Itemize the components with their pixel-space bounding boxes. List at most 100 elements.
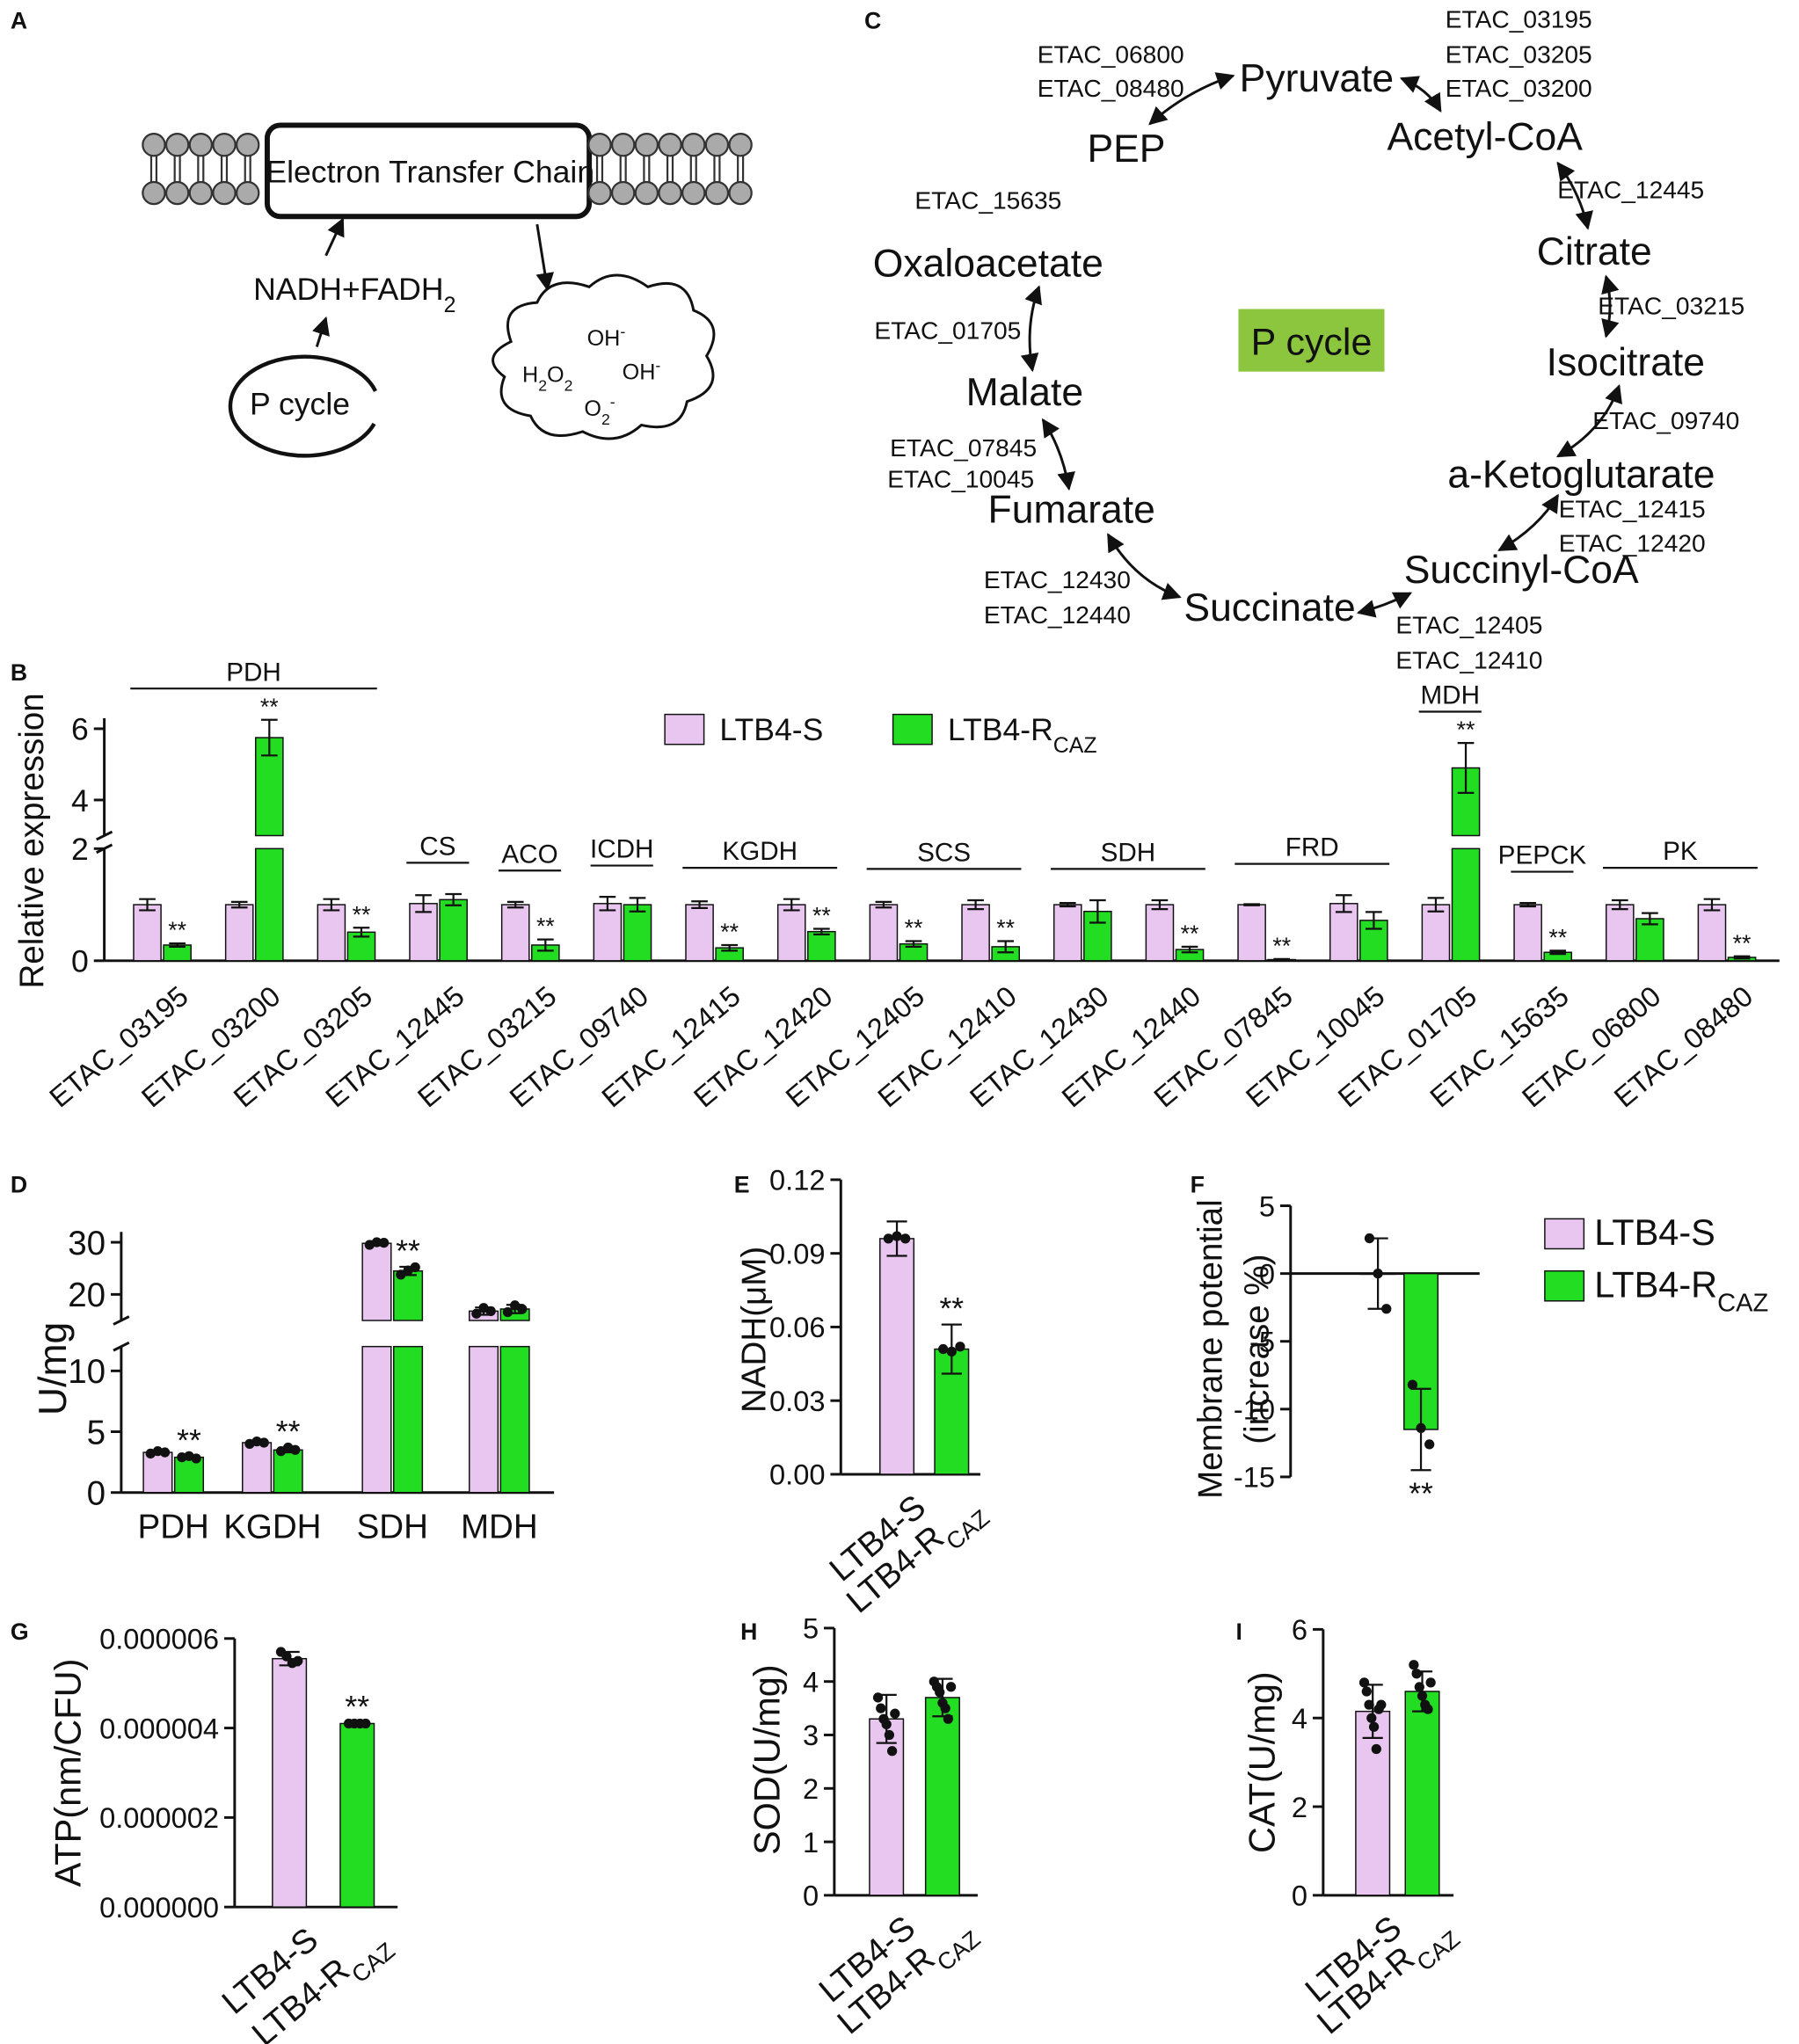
y-tick-label: 5: [803, 1612, 819, 1645]
y-tick-label: 5: [87, 1414, 106, 1451]
panel-c-arrows: [1020, 72, 1622, 618]
error-bar: [1059, 902, 1076, 908]
arrow: [1556, 161, 1593, 230]
y-tick-label: 6: [1292, 1613, 1307, 1646]
bar: [1697, 904, 1727, 962]
significance: **: [396, 1233, 420, 1269]
data-point: [945, 1682, 957, 1692]
group-label: PK: [1663, 837, 1698, 866]
error-bar: [1181, 945, 1198, 954]
data-point: [1366, 1713, 1377, 1723]
y-axis-label: (increase %): [1239, 1254, 1277, 1444]
lipid-head: [587, 180, 612, 206]
bar: [242, 1442, 273, 1494]
error-bar: [1519, 902, 1536, 908]
panel-letter: I: [1236, 1618, 1242, 1645]
bar: [869, 904, 899, 962]
y-tick-label: 0.09: [769, 1237, 825, 1269]
arrow: [1555, 384, 1622, 458]
y-tick-label: 0.000000: [99, 1891, 219, 1924]
subscript: 2: [444, 293, 456, 317]
error-bar: [1366, 911, 1382, 930]
x-tick-label: KGDH: [223, 1509, 321, 1546]
bar: [807, 930, 836, 962]
arrow: [1601, 274, 1620, 338]
bar: [317, 904, 346, 962]
superscript: -: [620, 323, 625, 340]
significance: **: [1272, 933, 1291, 959]
data-point: [378, 1238, 390, 1248]
metabolite: PEP: [1087, 127, 1165, 171]
arrow: [1356, 592, 1413, 618]
y-tick-label: 3: [803, 1719, 819, 1751]
data-point: [1425, 1677, 1436, 1688]
data-point: [410, 1262, 420, 1273]
group-label: PEPCK: [1498, 841, 1587, 870]
gene-label: ETAC_12445: [1557, 176, 1704, 203]
panel-letter: G: [11, 1618, 29, 1645]
bar: [623, 904, 652, 962]
y-tick-label: 30: [68, 1225, 106, 1262]
significance: **: [939, 1291, 964, 1327]
data-point: [371, 1237, 382, 1247]
lipid-head: [142, 180, 166, 206]
gene-label: ETAC_12430: [984, 566, 1131, 593]
metabolite: Malate: [966, 371, 1083, 414]
bar: [924, 1697, 960, 1896]
subscript: CAZ: [1717, 1289, 1768, 1317]
data-point: [259, 1437, 269, 1448]
legend-swatch: [1544, 1218, 1585, 1250]
gene-label: ETAC_15635: [914, 186, 1061, 214]
gene-label: ETAC_08480: [1038, 75, 1184, 102]
arrow: [1041, 418, 1075, 491]
significance: **: [1733, 930, 1752, 957]
group-label: ACO: [501, 840, 557, 869]
ros-label: O2-: [584, 393, 615, 428]
y-tick-label: 2: [1292, 1791, 1307, 1823]
label-text: LTB4-S: [719, 712, 823, 747]
gene-label: ETAC_03200: [1446, 75, 1592, 102]
y-axis-label: SOD(U/mg): [746, 1664, 787, 1855]
data-point: [876, 1703, 886, 1713]
lipid-head: [610, 180, 636, 206]
y-axis-label: Relative expression: [13, 693, 51, 988]
metabolite: Acetyl-CoA: [1387, 116, 1583, 159]
label-text: PDH: [138, 1509, 209, 1546]
data-point: [1371, 1743, 1381, 1755]
bar-lower: [499, 1345, 530, 1494]
data-point: [1416, 1422, 1426, 1434]
data-point: [1423, 1704, 1433, 1714]
metabolite: Fumarate: [988, 489, 1155, 532]
data-point: [938, 1343, 949, 1355]
lipid-head: [587, 132, 612, 157]
error-bar: [139, 898, 156, 912]
data-point: [1368, 1721, 1380, 1732]
y-tick-label: 0.000006: [99, 1623, 219, 1655]
y-axis-label: ATP(nm/CFU): [47, 1659, 89, 1888]
group-label: MDH: [1420, 681, 1480, 710]
label-text: KGDH: [223, 1509, 321, 1546]
error-bar: [230, 900, 248, 909]
bar: [173, 1456, 205, 1494]
significance: **: [177, 1422, 201, 1458]
lipid-head: [164, 132, 190, 157]
arrow: [535, 223, 554, 292]
bar-lower: [393, 1345, 424, 1494]
bar: [1052, 904, 1082, 962]
bar: [1635, 918, 1664, 962]
data-point: [955, 1342, 965, 1352]
lipid-head: [142, 132, 166, 157]
data-point: [502, 1306, 513, 1318]
text-run: NADH+FADH: [253, 272, 443, 307]
data-point: [884, 1729, 895, 1741]
data-point: [900, 1233, 911, 1244]
significance: **: [996, 915, 1015, 942]
bar: [272, 1657, 308, 1908]
metabolite: Citrate: [1537, 230, 1652, 273]
y-tick-label: 2: [803, 1772, 819, 1805]
text-run: OH: [623, 360, 656, 385]
axis-break: [113, 1315, 130, 1326]
lipid-head: [658, 180, 682, 206]
y-tick-label: 20: [68, 1277, 106, 1314]
error-bar: [997, 940, 1015, 954]
